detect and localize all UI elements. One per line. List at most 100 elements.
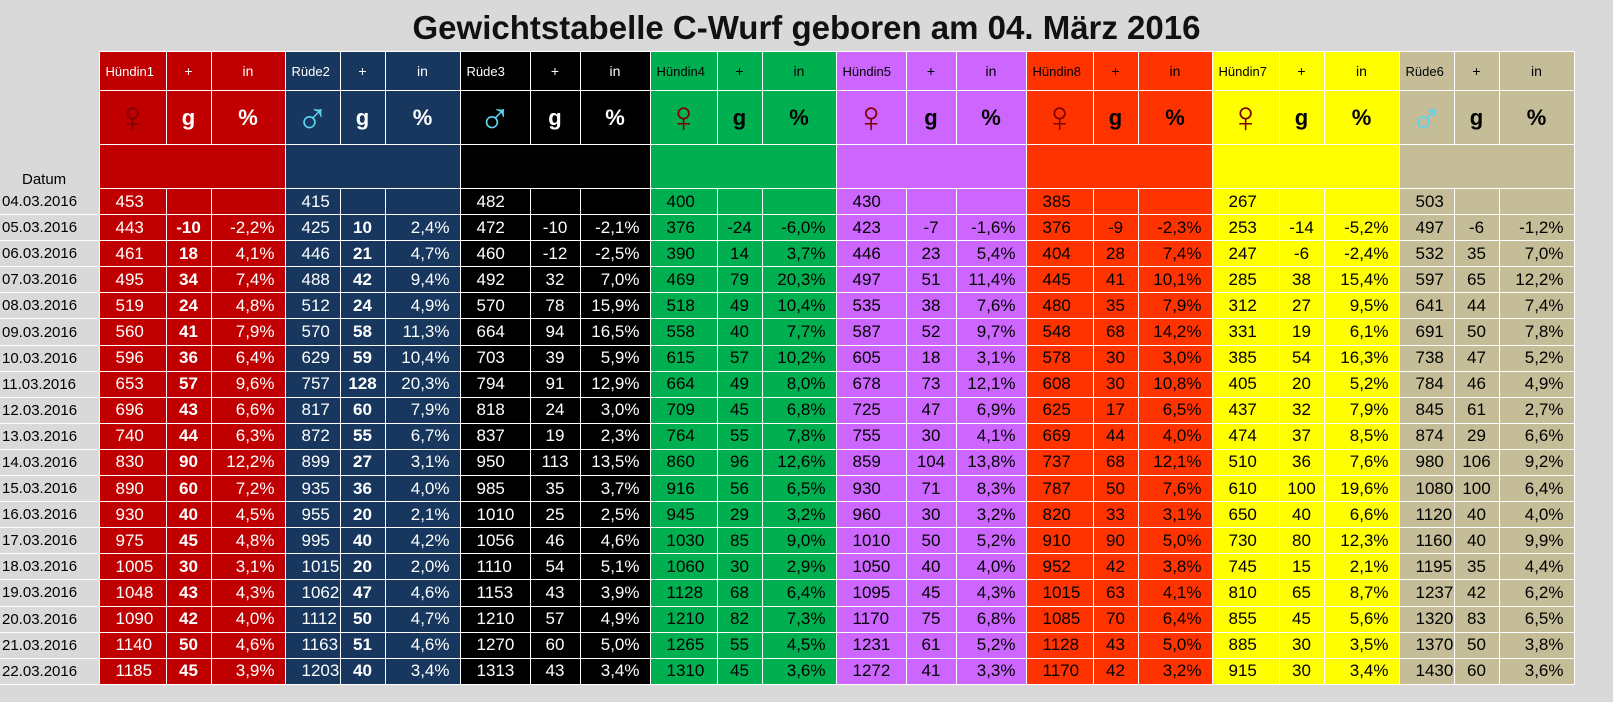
weight-cell: 730: [1211, 527, 1280, 555]
weight-cell: 787: [1025, 475, 1094, 503]
gain-cell: [165, 187, 212, 216]
percent-cell: 4,1%: [210, 240, 286, 268]
gain-cell: -10: [529, 214, 581, 242]
weight-cell: 497: [1398, 214, 1455, 242]
weight-cell: 247: [1211, 240, 1280, 268]
gain-cell: 91: [529, 370, 581, 398]
puppy-name: Rüde3: [459, 51, 531, 91]
weight-cell: 453: [98, 187, 167, 216]
female-symbol-icon: ♀: [1211, 90, 1280, 145]
unit-percent: %: [1137, 90, 1213, 145]
weight-cell: 430: [835, 187, 907, 216]
date-cell: 09.03.2016: [0, 318, 100, 346]
percent-cell: 7,9%: [210, 318, 286, 346]
weight-cell: 794: [459, 370, 531, 398]
gain-cell: 90: [165, 448, 212, 477]
gain-cell: 46: [1453, 370, 1500, 398]
percent-cell: 7,9%: [1137, 292, 1213, 320]
weight-cell: 492: [459, 266, 531, 294]
percent-cell: 12,2%: [1498, 266, 1575, 294]
gain-cell: 15: [1278, 553, 1325, 581]
weight-cell: 1310: [649, 657, 718, 685]
gain-cell: [1453, 187, 1500, 216]
gain-cell: 85: [716, 527, 763, 555]
gain-cell: 32: [529, 266, 581, 294]
gain-cell: 45: [165, 657, 212, 685]
weight-cell: 1210: [649, 605, 718, 633]
weight-cell: 874: [1398, 422, 1455, 450]
percent-cell: 6,6%: [210, 396, 286, 424]
percent-cell: 4,7%: [384, 605, 461, 633]
gain-cell: 100: [1278, 475, 1325, 503]
weight-cell: 446: [284, 240, 341, 268]
gain-cell: 50: [905, 527, 957, 555]
weight-cell: 578: [1025, 344, 1094, 372]
gain-cell: 40: [165, 501, 212, 529]
group-band: [459, 144, 651, 189]
percent-cell: 5,2%: [955, 527, 1027, 555]
female-symbol-icon: ♀: [1025, 90, 1094, 145]
gain-cell: 35: [1453, 553, 1500, 581]
puppy-name: Hündin5: [835, 51, 907, 91]
percent-cell: 4,0%: [1498, 501, 1575, 529]
weight-cell: 560: [98, 318, 167, 346]
weight-cell: 830: [98, 448, 167, 477]
weight-cell: 1370: [1398, 631, 1455, 659]
gain-cell: 42: [339, 266, 386, 294]
percent-cell: -2,4%: [1323, 240, 1400, 268]
gain-cell: 42: [165, 605, 212, 633]
gain-cell: 60: [529, 631, 581, 659]
percent-cell: 6,4%: [1498, 475, 1575, 503]
group-band: [1025, 144, 1213, 189]
percent-cell: 15,4%: [1323, 266, 1400, 294]
weight-cell: 945: [649, 501, 718, 529]
percent-cell: 7,8%: [1498, 318, 1575, 346]
percent-cell: 3,6%: [761, 657, 837, 685]
gain-cell: 51: [905, 266, 957, 294]
weight-cell: 596: [98, 344, 167, 372]
gain-cell: -12: [529, 240, 581, 268]
gain-cell: 30: [1092, 344, 1139, 372]
gain-cell: 44: [1453, 292, 1500, 320]
percent-cell: 3,1%: [210, 553, 286, 581]
table-row: 21.03.2016 1140 50 4,6% 1163 51 4,6% 1270 60 5,0%…: [0, 631, 1575, 659]
weight-cell: 558: [649, 318, 718, 346]
puppy-name: Hündin7: [1211, 51, 1280, 91]
weight-cell: 709: [649, 396, 718, 424]
gain-cell: 29: [716, 501, 763, 529]
header-row-datum: Datum: [0, 144, 1575, 189]
male-symbol-icon: ♂: [284, 90, 341, 145]
percent-cell: 2,3%: [579, 422, 651, 450]
percent-cell: 4,1%: [955, 422, 1027, 450]
weight-cell: 1270: [459, 631, 531, 659]
gain-cell: 41: [165, 318, 212, 346]
gender-symbol: ♀: [1229, 92, 1262, 142]
weight-cell: 757: [284, 370, 341, 398]
gain-cell: 50: [339, 605, 386, 633]
gain-cell: 43: [529, 657, 581, 685]
gain-cell: [339, 187, 386, 216]
in-header: in: [384, 51, 461, 91]
weight-cell: 1062: [284, 579, 341, 607]
gain-cell: 57: [165, 370, 212, 398]
percent-cell: 2,9%: [761, 553, 837, 581]
table-row: 16.03.2016 930 40 4,5% 955 20 2,1% 1010 25 2,5% 94…: [0, 501, 1575, 529]
datum-label: Datum: [0, 144, 99, 189]
weight-cell: 532: [1398, 240, 1455, 268]
unit-percent: %: [384, 90, 461, 145]
gain-cell: 19: [529, 422, 581, 450]
percent-cell: 5,2%: [1323, 370, 1400, 398]
unit-percent: %: [955, 90, 1027, 145]
gain-cell: 30: [1278, 631, 1325, 659]
percent-cell: [210, 187, 286, 216]
percent-cell: 5,2%: [1498, 344, 1575, 372]
percent-cell: 4,6%: [579, 527, 651, 555]
weight-cell: 331: [1211, 318, 1280, 346]
weight-cell: 899: [284, 448, 341, 477]
puppy-name: Rüde2: [284, 51, 341, 91]
weight-cell: 1080: [1398, 475, 1455, 503]
date-cell: 13.03.2016: [0, 423, 100, 450]
weight-cell: 1050: [835, 553, 907, 581]
weight-cell: 1265: [649, 631, 718, 659]
percent-cell: -2,3%: [1137, 214, 1213, 242]
